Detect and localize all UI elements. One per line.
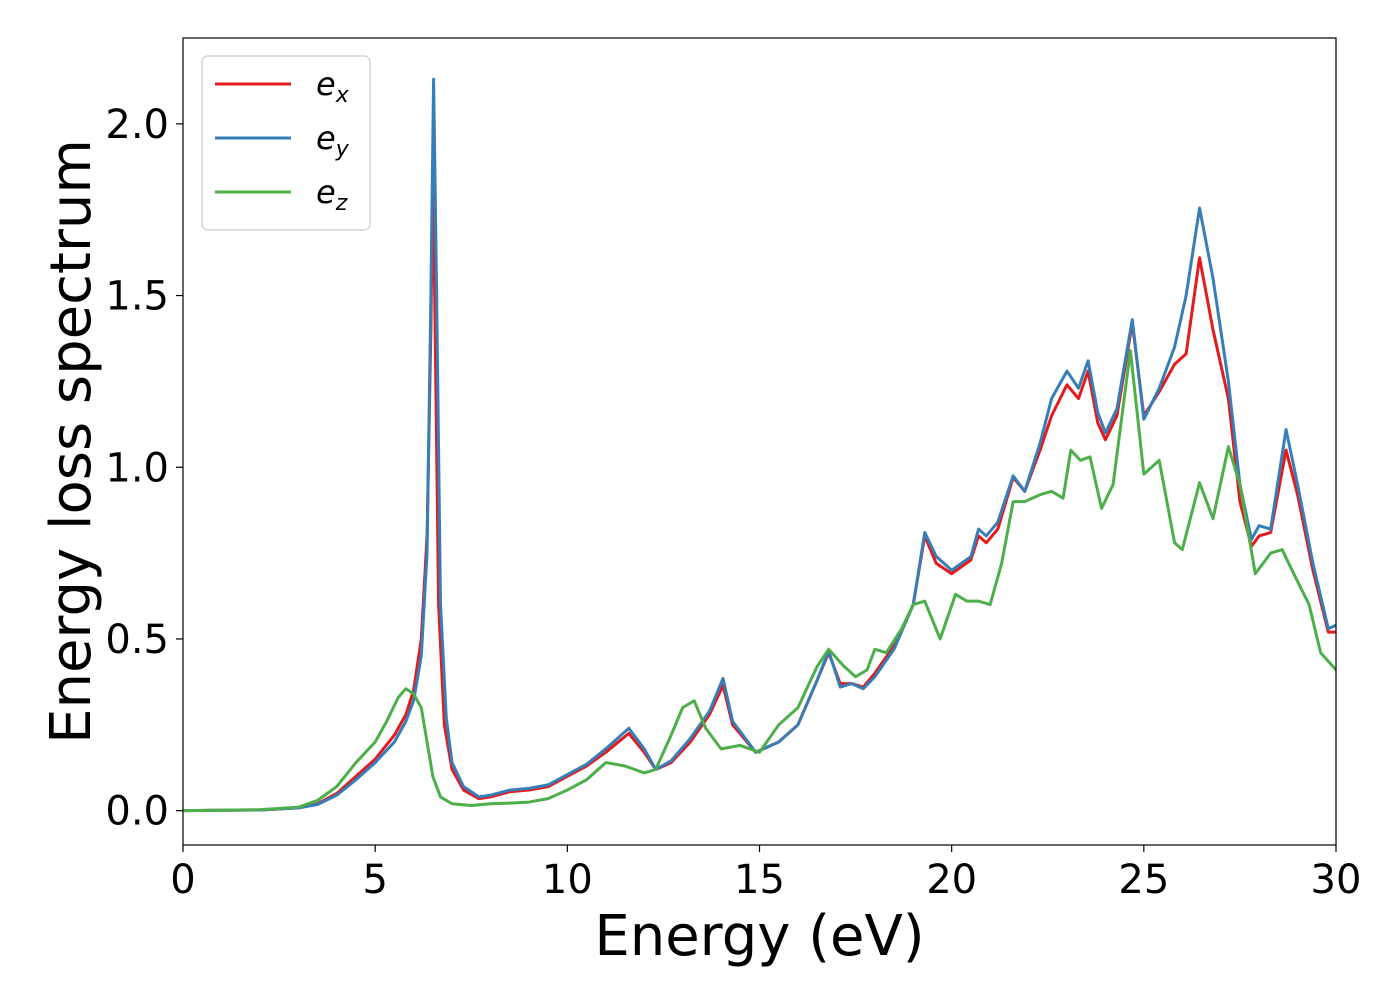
legend-box bbox=[201, 55, 371, 231]
series-line-e-x bbox=[183, 173, 1336, 813]
x-tick-label: 20 bbox=[926, 857, 977, 903]
x-tick-label: 25 bbox=[1118, 857, 1169, 903]
legend-label-e-z: ez bbox=[316, 173, 348, 216]
legend: ex ey ez bbox=[201, 55, 371, 231]
y-axis-ticks: 0.0 0.5 1.0 1.5 2.0 bbox=[105, 102, 183, 835]
series-line-e-y bbox=[183, 77, 1336, 813]
y-tick-label: 1.5 bbox=[105, 274, 169, 320]
legend-label-e-x: ex bbox=[316, 65, 350, 108]
y-axis-title: Energy loss spectrum bbox=[39, 139, 104, 744]
x-tick-label: 5 bbox=[362, 857, 387, 903]
y-tick-label: 2.0 bbox=[105, 102, 169, 148]
legend-label-e-y: ey bbox=[316, 119, 350, 162]
y-tick-label: 0.0 bbox=[105, 789, 169, 835]
x-tick-label: 10 bbox=[542, 857, 593, 903]
x-tick-label: 15 bbox=[734, 857, 785, 903]
series-layer bbox=[183, 77, 1336, 813]
x-axis-ticks: 0 5 10 15 20 25 30 bbox=[170, 845, 1361, 903]
series-line-e-z bbox=[183, 349, 1336, 813]
x-tick-label: 30 bbox=[1311, 857, 1362, 903]
x-axis-title: Energy (eV) bbox=[594, 904, 924, 969]
y-tick-label: 0.5 bbox=[105, 617, 169, 663]
x-tick-label: 0 bbox=[170, 857, 195, 903]
y-tick-label: 1.0 bbox=[105, 445, 169, 491]
